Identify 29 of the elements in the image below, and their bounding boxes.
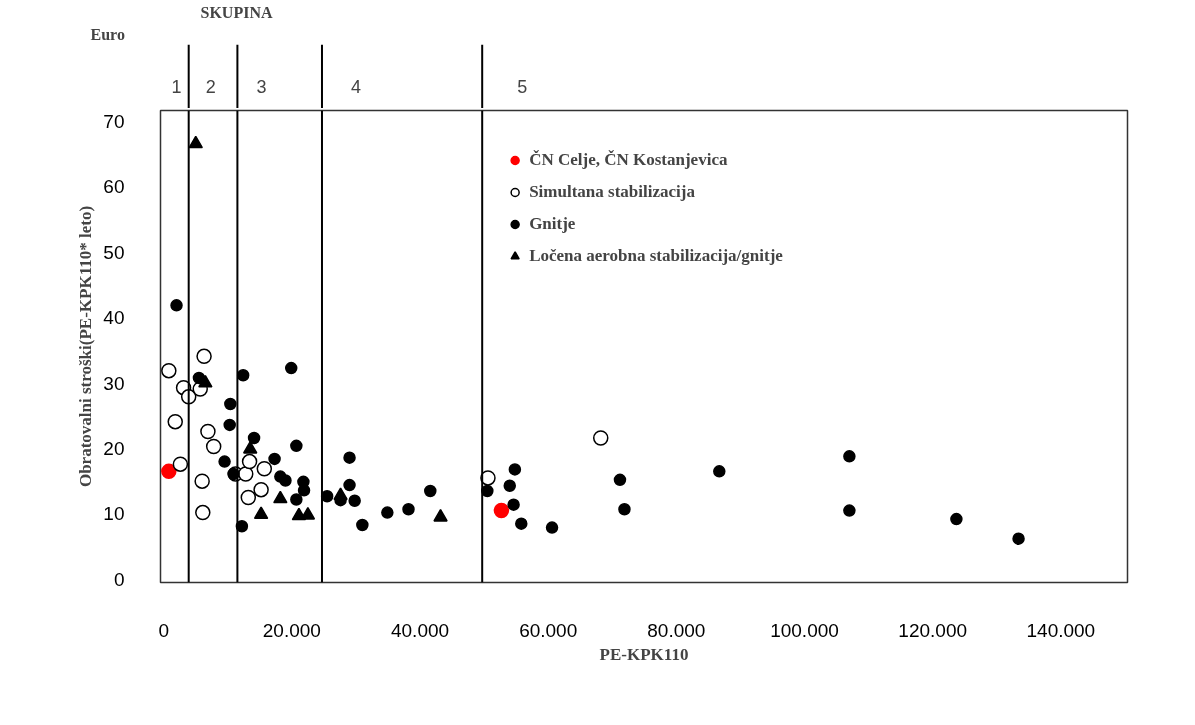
- y-axis-title: Obratovalni stroški(PE-KPK110* leto): [76, 205, 96, 488]
- text: 4: [350, 76, 361, 97]
- legend-label: Ločena aerobna stabilizacija/gnitje: [529, 246, 783, 266]
- text: Euro: [90, 25, 125, 43]
- y-tick-label: 50: [103, 241, 125, 263]
- text: 1: [171, 76, 182, 97]
- y-tick-label: 10: [103, 503, 125, 525]
- y-tick-label: 70: [103, 111, 125, 133]
- y-tick-label: 30: [103, 372, 125, 394]
- x-tick-label: 120.000: [898, 619, 968, 641]
- x-tick-label: 0: [158, 619, 169, 641]
- y-tick-label: 0: [113, 568, 125, 590]
- legend-label: ČN Celje, ČN Kostanjevica: [529, 150, 728, 170]
- y-tick-label: 40: [103, 307, 125, 329]
- x-tick-label: 100.000: [770, 619, 839, 641]
- x-tick-label: 140.000: [1026, 619, 1096, 641]
- legend-label: Gnitje: [529, 214, 576, 234]
- x-tick-label: 20.000: [262, 619, 321, 641]
- x-tick-label: 80.000: [647, 619, 706, 641]
- text: 3: [256, 76, 267, 97]
- x-tick-label: 40.000: [390, 619, 450, 641]
- text: 2: [205, 76, 216, 97]
- x-axis-title: PE-KPK110: [599, 644, 689, 664]
- x-tick-label: 60.000: [519, 619, 578, 641]
- text: SKUPINA: [200, 3, 273, 21]
- y-tick-label: 20: [103, 437, 125, 459]
- legend-label: Simultana stabilizacija: [529, 182, 695, 202]
- text: 5: [517, 76, 528, 97]
- y-tick-label: 60: [103, 176, 125, 198]
